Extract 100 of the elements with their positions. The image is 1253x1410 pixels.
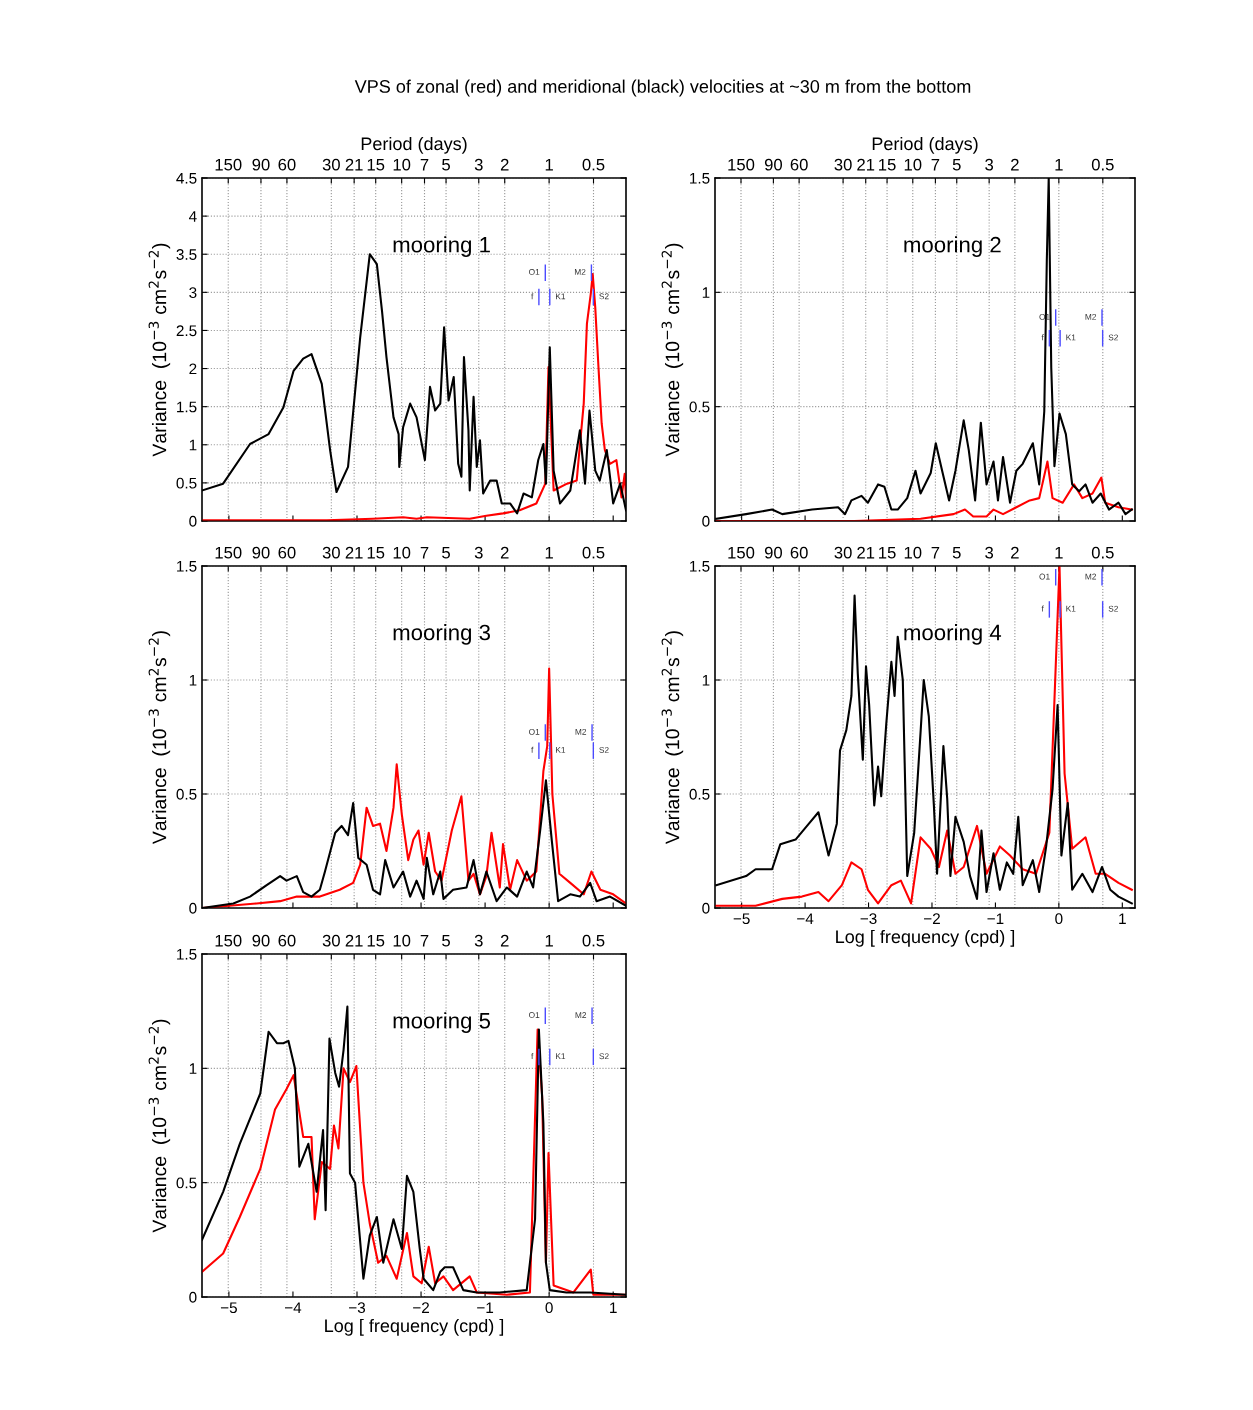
x2-tick-label: 10 xyxy=(393,934,411,947)
x2-tick-label: 30 xyxy=(322,546,340,559)
ref-line-label: M2 xyxy=(574,269,586,275)
y-tick-label: 3 xyxy=(189,287,197,299)
x2-tick-label: 1 xyxy=(1055,546,1063,559)
y-tick-label: 1 xyxy=(189,675,197,686)
ref-line-label: f xyxy=(1041,334,1044,341)
x-tick-label: −3 xyxy=(349,1302,366,1314)
y-axis-title: Variance (10$^{−3}$ cm$^{2}$s$^{−2}$) xyxy=(661,243,684,457)
x-tick-label: −2 xyxy=(924,913,940,924)
x2-tick-label: 90 xyxy=(252,158,270,171)
x2-tick-label: 2 xyxy=(1011,158,1019,171)
ref-line-label: f xyxy=(1041,605,1044,612)
ref-line-label: f xyxy=(531,746,534,753)
x-tick-label: −4 xyxy=(797,913,814,924)
x2-tick-label: 3 xyxy=(474,934,483,947)
y-tick-label: 3.5 xyxy=(176,249,197,260)
text: mooring 4 xyxy=(904,624,1002,645)
y-tick-label: 1 xyxy=(702,287,710,298)
ref-line-label: K1 xyxy=(556,293,566,300)
x2-tick-label: 3 xyxy=(474,546,483,559)
x2-tick-label: 7 xyxy=(420,546,429,559)
x2-tick-label: 21 xyxy=(345,546,363,559)
ref-line-label: S2 xyxy=(1108,605,1118,612)
y-axis-title: Variance (10$^{−3}$ cm$^{2}$s$^{−2}$) xyxy=(148,631,171,845)
text: mooring 1 xyxy=(393,236,490,257)
x2-tick-label: 1 xyxy=(545,934,553,947)
y-axis-title: Variance (10$^{−3}$ cm$^{2}$s$^{−2}$) xyxy=(148,243,171,457)
x2-tick-label: 10 xyxy=(393,158,411,171)
x-tick-label: 1 xyxy=(610,1302,617,1313)
x2-tick-label: 10 xyxy=(904,546,922,559)
x2-tick-label: 1 xyxy=(545,546,553,559)
x2-tick-label: 60 xyxy=(278,158,296,171)
x2-tick-label: 0.5 xyxy=(582,158,605,171)
x2-tick-label: 5 xyxy=(442,158,450,171)
y-tick-label: 0 xyxy=(702,515,710,527)
y-tick-label: 1 xyxy=(189,1063,197,1074)
x2-tick-label: 2 xyxy=(500,934,509,947)
x2-tick-label: 7 xyxy=(420,158,429,171)
x-tick-label: 0 xyxy=(1055,913,1063,925)
x2-tick-label: 3 xyxy=(985,158,994,171)
x-tick-label: 0 xyxy=(545,1302,553,1314)
x2-tick-label: 150 xyxy=(215,158,242,171)
x2-axis-title: Period (days) xyxy=(872,136,978,154)
x2-tick-label: 0.5 xyxy=(582,934,605,947)
x2-tick-label: 5 xyxy=(952,546,961,559)
x2-tick-label: 60 xyxy=(790,158,808,171)
x2-tick-label: 7 xyxy=(931,546,940,559)
x2-tick-label: 15 xyxy=(367,158,385,171)
y-tick-label: 0.5 xyxy=(176,788,197,800)
y-tick-label: 2 xyxy=(189,363,197,375)
ref-line-label: f xyxy=(531,293,534,300)
ref-line-label: M2 xyxy=(1085,573,1097,580)
x2-tick-label: 2 xyxy=(500,158,509,171)
x2-tick-label: 21 xyxy=(857,546,875,559)
text: mooring 2 xyxy=(904,236,1001,257)
x2-tick-label: 1 xyxy=(545,158,553,171)
ref-line-label: f xyxy=(531,1053,534,1060)
y-tick-label: 0.5 xyxy=(689,788,710,800)
x2-tick-label: 21 xyxy=(345,934,363,947)
x-axis-title: Log [ frequency (cpd) ] xyxy=(325,1318,504,1336)
y-tick-label: 1 xyxy=(702,675,710,686)
ref-line-label: K1 xyxy=(1066,605,1076,612)
x2-tick-label: 150 xyxy=(728,546,755,559)
x2-tick-label: 90 xyxy=(252,546,270,559)
ref-line-label: O1 xyxy=(1039,573,1050,580)
ref-line-label: S2 xyxy=(599,747,609,753)
x-tick-label: −2 xyxy=(413,1302,429,1313)
y-tick-label: 4 xyxy=(188,211,197,222)
ref-line-label: K1 xyxy=(1066,334,1076,341)
x2-tick-label: 0.5 xyxy=(582,546,605,559)
y-axis-title: Variance (10$^{−3}$ cm$^{2}$s$^{−2}$) xyxy=(661,631,684,845)
x-axis-title: Log [ frequency (cpd) ] xyxy=(836,929,1015,947)
x-tick-label: −5 xyxy=(220,1302,237,1314)
x2-tick-label: 150 xyxy=(728,158,755,171)
y-tick-label: 1.5 xyxy=(177,949,197,960)
ref-line-label: S2 xyxy=(1108,334,1118,341)
x2-tick-label: 15 xyxy=(367,934,385,947)
x2-tick-label: 2 xyxy=(1011,546,1019,559)
y-tick-label: 0 xyxy=(189,1291,197,1303)
x-tick-label: −3 xyxy=(860,913,877,925)
x-tick-label: −1 xyxy=(477,1302,494,1313)
x2-tick-label: 0.5 xyxy=(1091,546,1114,559)
ref-line-label: O1 xyxy=(529,269,540,275)
x2-tick-label: 30 xyxy=(834,546,852,559)
x2-tick-label: 30 xyxy=(322,934,340,947)
x2-tick-label: 3 xyxy=(474,158,483,171)
ref-line-label: S2 xyxy=(599,1053,609,1060)
y-axis-title: Variance (10$^{−3}$ cm$^{2}$s$^{−2}$) xyxy=(148,1019,171,1233)
ref-line-label: M2 xyxy=(1085,313,1097,320)
ref-line-label: M2 xyxy=(575,1012,587,1018)
x2-tick-label: 21 xyxy=(857,158,875,171)
y-tick-label: 1.5 xyxy=(177,401,197,413)
x2-tick-label: 30 xyxy=(322,158,340,171)
x2-tick-label: 30 xyxy=(834,158,852,171)
x2-tick-label: 150 xyxy=(215,546,242,559)
x2-tick-label: 60 xyxy=(790,546,808,559)
x2-tick-label: 90 xyxy=(764,158,783,171)
x2-tick-label: 90 xyxy=(764,546,783,559)
x2-tick-label: 90 xyxy=(252,934,270,947)
